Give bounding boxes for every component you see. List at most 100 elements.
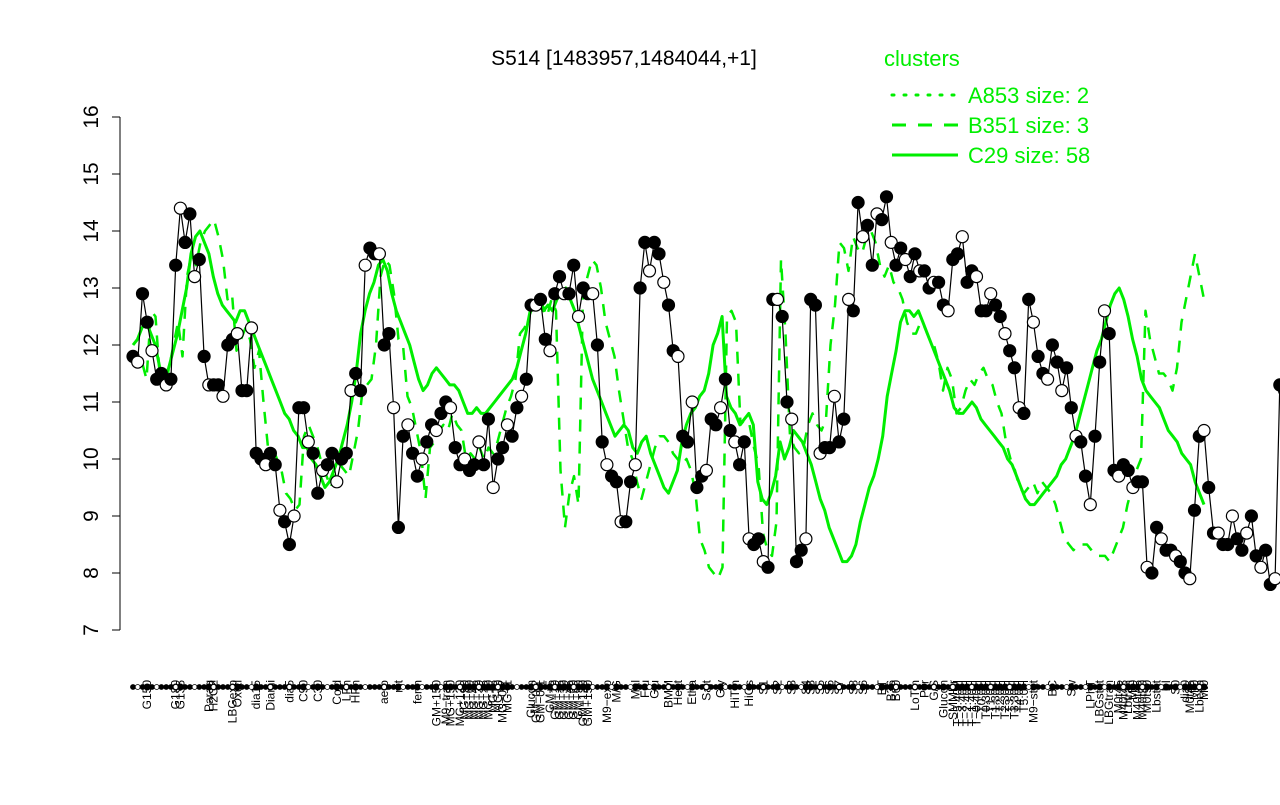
- rug-dot: [1011, 684, 1018, 690]
- rug-dot: [888, 684, 895, 690]
- rug-dot: [182, 684, 189, 690]
- data-point: [1173, 554, 1187, 569]
- data-point: [1055, 384, 1069, 398]
- rug-dot: [1153, 684, 1160, 690]
- rug-dot: [149, 684, 155, 690]
- data-point: [595, 435, 609, 449]
- data-point: [709, 418, 723, 432]
- data-point: [420, 435, 434, 449]
- data-point: [1258, 543, 1273, 557]
- rug-dot: [291, 684, 298, 690]
- rug-dot: [765, 684, 771, 690]
- rug-dot: [262, 684, 269, 690]
- rug-dot: [163, 684, 170, 690]
- rug-dot: [585, 684, 591, 690]
- data-point: [789, 554, 804, 569]
- data-point: [486, 480, 500, 495]
- rug-dot: [1182, 684, 1188, 690]
- data-point: [1135, 475, 1150, 489]
- x-tick-label: M9−tran: [439, 680, 453, 724]
- rug-dot: [224, 684, 231, 690]
- data-point: [571, 309, 586, 324]
- data-point: [434, 406, 448, 420]
- rug-dot: [1125, 684, 1132, 690]
- rug-dot: [1106, 684, 1113, 690]
- data-point: [941, 304, 955, 318]
- data-point: [382, 327, 396, 341]
- data-point: [993, 309, 1007, 324]
- data-point: [377, 338, 391, 352]
- data-point: [1154, 532, 1168, 546]
- rug-dot: [1044, 684, 1051, 690]
- data-point: [391, 520, 405, 535]
- rug-dot: [528, 684, 534, 690]
- data-point: [240, 384, 254, 398]
- data-point: [311, 486, 325, 500]
- data-point: [481, 412, 495, 426]
- rug-dot: [239, 684, 245, 690]
- data-point: [135, 287, 150, 301]
- data-point: [955, 230, 969, 244]
- rug-dot: [310, 684, 317, 690]
- rug-dot: [1030, 684, 1037, 690]
- data-point: [1050, 355, 1064, 369]
- rug-dot: [1101, 684, 1108, 690]
- data-point: [173, 201, 187, 215]
- y-tick-label: 8: [80, 567, 103, 579]
- data-point: [1064, 401, 1078, 415]
- x-tick-label: Heat: [671, 679, 685, 705]
- x-tick-label: T−5.40H: [951, 680, 965, 726]
- rug-dot: [897, 684, 904, 690]
- rug-dot: [703, 684, 710, 690]
- rug-dot: [523, 684, 530, 690]
- y-tick-label: 12: [80, 333, 103, 356]
- data-point: [1031, 349, 1045, 363]
- rug-dot: [1040, 684, 1046, 690]
- data-point: [372, 247, 386, 261]
- data-point: [519, 372, 533, 386]
- rug-dot: [537, 684, 544, 690]
- rug-dot: [604, 684, 610, 690]
- data-point: [690, 480, 704, 495]
- rug-dot: [622, 684, 629, 690]
- x-tick-label: M9−exp: [600, 680, 614, 723]
- series-line-dashed: [131, 218, 1206, 580]
- rug-dot: [400, 684, 407, 690]
- data-point: [969, 270, 984, 284]
- data-point: [950, 247, 965, 261]
- rug-dot: [485, 684, 492, 690]
- data-point: [320, 458, 334, 472]
- data-point: [1093, 355, 1107, 369]
- rug-dot: [1016, 684, 1023, 690]
- rug-dot: [220, 684, 226, 690]
- rug-dot: [158, 684, 165, 690]
- data-point: [178, 235, 192, 249]
- data-point: [1112, 469, 1126, 483]
- data-point: [590, 338, 605, 352]
- data-point: [491, 452, 505, 466]
- data-point: [647, 235, 661, 249]
- data-point: [846, 304, 860, 318]
- rug-dot: [509, 684, 515, 690]
- rug-dot: [1054, 684, 1060, 690]
- data-point: [1078, 469, 1093, 483]
- x-tick-label: C90: [297, 680, 311, 702]
- data-point: [1225, 509, 1240, 523]
- rug-dot: [371, 684, 378, 690]
- rug-dot: [1201, 684, 1207, 690]
- rug-dot: [243, 684, 250, 690]
- rug-dot: [428, 684, 435, 690]
- data-point: [808, 298, 823, 312]
- rug-dot: [746, 684, 752, 690]
- chart-title: S514 [1483957,1484044,+1]: [491, 47, 757, 70]
- rug-dot: [1163, 684, 1169, 690]
- rug-dot: [812, 684, 819, 690]
- series-lines: [131, 218, 1206, 580]
- data-point: [628, 458, 642, 472]
- rug-dot: [381, 684, 388, 690]
- data-point: [718, 372, 733, 386]
- rug-dot: [475, 684, 482, 690]
- data-point: [505, 429, 519, 443]
- data-point: [619, 515, 633, 529]
